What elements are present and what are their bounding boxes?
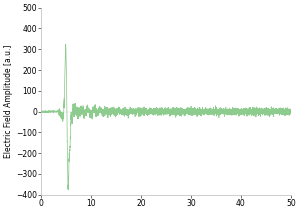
Y-axis label: Electric Field Amplitude [a.u.]: Electric Field Amplitude [a.u.] bbox=[4, 45, 13, 158]
